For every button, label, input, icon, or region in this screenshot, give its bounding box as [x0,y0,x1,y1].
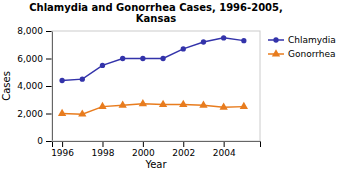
plot-frame [52,31,260,141]
y-tick: 4,000 [17,81,52,91]
marker [159,100,167,107]
marker [78,109,86,116]
x-tick: 2004 [213,141,236,158]
marks [58,35,248,116]
x-tick-mark [183,141,184,147]
marker [181,46,186,51]
marker [179,100,187,107]
y-tick-mark [46,59,52,60]
y-axis: 0 2,000 4,000 6,000 8,000 [17,26,52,146]
y-tick: 6,000 [17,54,52,64]
x-tick-mark [143,141,144,147]
title-line: Chlamydia and Gonorrhea Cases, 1996-2005… [29,2,283,13]
legend-label: Chlamydia [288,35,336,45]
marker [119,100,127,107]
y-tick-mark [46,141,52,142]
x-tick: 2002 [172,141,195,158]
y-tick-mark [46,114,52,115]
x-tick-mark [102,141,103,147]
marker [219,103,227,110]
y-axis-title: Cases [1,71,12,101]
marker [221,35,226,40]
marker [140,56,145,61]
x-tick-label: 1998 [92,148,115,158]
marker [80,76,85,81]
marker [199,100,207,107]
marker [139,99,147,106]
x-axis: 1996 1998 2000 2002 2004 [51,141,260,158]
series [59,35,246,83]
line [62,38,244,81]
y-tick-mark [46,86,52,87]
legend-label: Gonorrhea [288,49,336,59]
chart-container: 1996 1998 2000 2002 2004 0 2,000 4,000 6,000 8,00… [0,0,338,171]
y-tick: 8,000 [17,26,52,36]
x-tick: 1996 [51,141,74,158]
marker [98,102,106,109]
x-tick-label: 2002 [172,148,195,158]
x-tick: 1998 [92,141,115,158]
marker [201,39,206,44]
y-tick-label: 0 [37,136,43,146]
marker [120,56,125,61]
x-tick: 2000 [132,141,155,158]
legend: Chlamydia Gonorrhea [268,35,336,59]
legend-item: Chlamydia [268,35,336,45]
legend-marker [272,49,280,56]
marker [58,109,66,116]
chart: 1996 1998 2000 2002 2004 0 2,000 4,000 6,000 8,00… [0,0,338,171]
title: Chlamydia and Gonorrhea Cases, 1996-2005… [29,2,283,24]
legend-item: Gonorrhea [268,49,336,59]
marker [59,78,64,83]
plot: 1996 1998 2000 2002 2004 0 2,000 4,000 6,000 8,00… [17,26,260,158]
marker [241,38,246,43]
title-line: Kansas [136,13,176,24]
y-tick: 0 [37,136,52,146]
x-tick-mark [62,141,63,147]
marker [240,102,248,109]
y-tick-label: 2,000 [17,109,43,119]
x-tick-label: 2004 [213,148,236,158]
marker [160,56,165,61]
y-tick: 2,000 [17,109,52,119]
y-tick-mark [46,31,52,32]
marker [100,63,105,68]
y-tick-label: 4,000 [17,81,43,91]
legend-marker [273,37,278,42]
x-axis-title: Year [144,159,167,170]
x-tick-mark [224,141,225,147]
series [58,99,248,117]
line [62,104,244,114]
x-tick-label: 1996 [51,148,74,158]
y-tick-label: 6,000 [17,54,43,64]
y-tick-label: 8,000 [17,26,43,36]
x-axis-line [53,142,261,148]
x-tick-label: 2000 [132,148,155,158]
